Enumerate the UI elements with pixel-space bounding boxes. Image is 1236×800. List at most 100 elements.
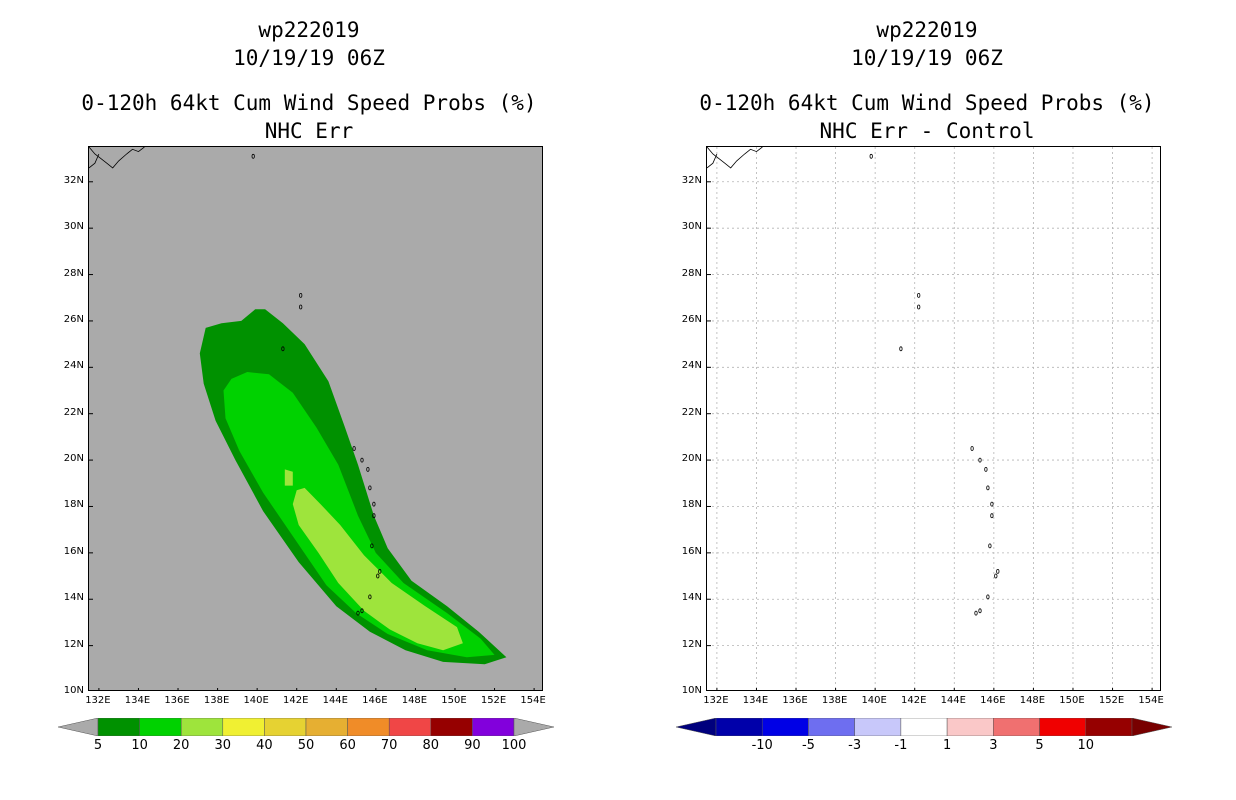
left-colorbar-under <box>58 718 99 736</box>
right-island-0 <box>974 610 978 616</box>
right-x-tick-label-3: 138E <box>821 695 848 706</box>
right-island-5 <box>988 543 992 549</box>
right-coastline-2 <box>707 153 718 169</box>
right-y-tick-label-11: 32N <box>681 174 702 186</box>
left-island-3 <box>376 573 380 579</box>
left-colorbar-label-8: 80 <box>422 738 440 753</box>
left-title-storm: wp222019 <box>258 18 360 42</box>
left-island-0 <box>356 610 360 616</box>
right-colorbar-box-2 <box>808 718 855 736</box>
left-colorbar <box>58 718 554 736</box>
left-contour-1 <box>223 372 495 658</box>
left-y-tick-label-11: 32N <box>63 174 84 186</box>
left-title-model: NHC Err <box>264 119 354 143</box>
right-colorbar-under <box>676 718 717 736</box>
left-colorbar-box-4 <box>264 718 307 736</box>
left-x-tick-label-2: 136E <box>164 695 190 706</box>
left-y-tick-label-5: 20N <box>63 453 84 465</box>
left-x-tick-label-4: 140E <box>243 695 269 706</box>
right-colorbar-box-5 <box>946 718 994 736</box>
left-x-tick-label-10: 152E <box>480 695 507 706</box>
right-colorbar-label-5: 3 <box>989 738 998 753</box>
left-y-tick-label-9: 28N <box>63 267 84 279</box>
left-island-2 <box>368 594 372 600</box>
left-y-tick-label-10: 30N <box>63 221 84 233</box>
right-island-14 <box>917 292 921 298</box>
left-x-tick-label-8: 148E <box>401 695 428 706</box>
right-y-tick-label-4: 18N <box>681 499 702 511</box>
left-colorbar-label-4: 40 <box>256 738 273 753</box>
right-y-tick-label-1: 12N <box>681 638 702 650</box>
left-island-5 <box>370 543 374 549</box>
left-contour-0 <box>199 309 507 665</box>
left-contour-2 <box>292 487 463 651</box>
right-x-tick-label-8: 148E <box>1019 695 1046 706</box>
left-panel: wp222019 10/19/19 06Z 0-120h 64kt Cum Wi… <box>58 18 554 753</box>
left-colorbar-label-3: 30 <box>214 738 232 753</box>
right-island-3 <box>994 573 998 579</box>
right-x-tick-label-2: 136E <box>782 695 808 706</box>
left-island-8 <box>368 485 372 491</box>
left-colorbar-label-6: 60 <box>339 738 356 753</box>
right-colorbar <box>676 718 1172 736</box>
right-colorbar-box-3 <box>854 718 902 736</box>
left-y-tick-label-0: 10N <box>63 685 84 696</box>
right-title-storm: wp222019 <box>876 18 978 42</box>
right-y-tick-label-6: 22N <box>681 406 702 418</box>
right-colorbar-label-6: 5 <box>1035 738 1044 753</box>
right-island-13 <box>917 304 921 310</box>
right-island-2 <box>986 594 990 600</box>
right-y-tick-label-5: 20N <box>681 453 702 465</box>
right-colorbar-over <box>1131 718 1172 736</box>
left-title-product: 0-120h 64kt Cum Wind Speed Probs (%) <box>81 91 537 115</box>
right-title-time: 10/19/19 06Z <box>851 46 1003 70</box>
left-colorbar-box-7 <box>388 718 432 736</box>
right-y-tick-label-10: 30N <box>681 221 702 233</box>
right-y-tick-label-2: 14N <box>681 592 702 604</box>
right-panel: wp222019 10/19/19 06Z 0-120h 64kt Cum Wi… <box>618 0 1236 800</box>
left-colorbar-box-5 <box>305 718 348 736</box>
left-island-11 <box>352 446 356 451</box>
right-y-tick-label-3: 16N <box>681 545 702 557</box>
right-island-7 <box>990 501 994 507</box>
right-island-10 <box>978 457 982 463</box>
right-x-tick-label-5: 142E <box>901 695 927 706</box>
right-colorbar-label-3: -1 <box>894 738 908 753</box>
left-island-6 <box>372 513 376 519</box>
left-colorbar-label-7: 70 <box>380 738 398 753</box>
left-y-tick-label-4: 18N <box>63 499 84 511</box>
right-map <box>706 146 1161 691</box>
left-colorbar-label-10: 100 <box>501 738 527 753</box>
right-colorbar-box-7 <box>1039 718 1087 736</box>
left-map <box>88 146 543 691</box>
right-title-product: 0-120h 64kt Cum Wind Speed Probs (%) <box>699 91 1155 115</box>
left-colorbar-label-9: 90 <box>464 738 481 753</box>
right-x-tick-label-11: 154E <box>1138 695 1164 706</box>
left-contour-3 <box>284 469 293 486</box>
right-colorbar-box-8 <box>1085 718 1133 736</box>
left-colorbar-over <box>513 718 554 736</box>
right-colorbar-label-7: 10 <box>1077 738 1095 753</box>
right-island-9 <box>984 466 988 472</box>
left-colorbar-box-6 <box>347 718 390 736</box>
left-colorbar-box-1 <box>139 718 182 736</box>
left-title-time: 10/19/19 06Z <box>233 46 385 70</box>
right-island-12 <box>899 346 903 352</box>
right-x-tick-label-4: 140E <box>861 695 887 706</box>
right-island-1 <box>978 608 982 614</box>
right-colorbar-box-0 <box>715 718 763 736</box>
right-colorbar-label-1: -5 <box>801 738 815 753</box>
left-colorbar-label-2: 20 <box>172 738 190 753</box>
right-x-tick-label-0: 132E <box>703 695 729 706</box>
right-island-15 <box>869 153 873 159</box>
left-y-tick-label-7: 24N <box>63 360 84 372</box>
right-colorbar-label-0: -10 <box>751 738 773 753</box>
left-y-tick-label-1: 12N <box>63 638 84 650</box>
left-island-10 <box>360 457 364 463</box>
left-island-9 <box>366 466 370 472</box>
left-colorbar-box-9 <box>472 718 515 736</box>
left-x-tick-label-6: 144E <box>322 695 348 706</box>
left-island-7 <box>372 501 376 507</box>
left-island-14 <box>299 292 303 298</box>
left-x-tick-label-7: 146E <box>362 695 388 706</box>
